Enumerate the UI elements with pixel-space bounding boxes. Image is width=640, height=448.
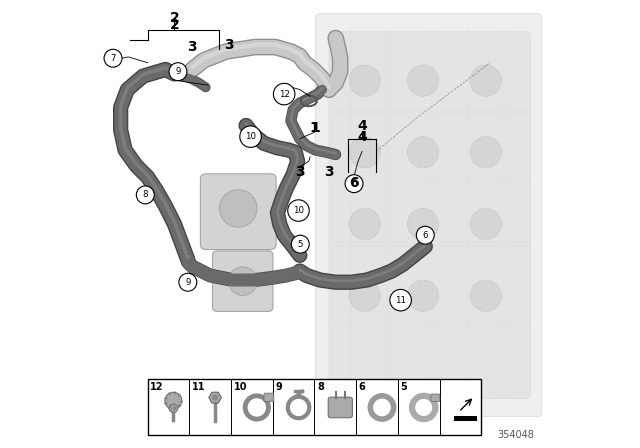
Text: 6: 6 bbox=[359, 382, 365, 392]
Text: 8: 8 bbox=[317, 382, 324, 392]
Text: 5: 5 bbox=[298, 240, 303, 249]
Bar bbox=[454, 417, 477, 421]
FancyBboxPatch shape bbox=[200, 174, 276, 250]
Text: 9: 9 bbox=[175, 67, 180, 76]
Circle shape bbox=[349, 137, 380, 168]
Circle shape bbox=[417, 226, 435, 244]
Text: 3: 3 bbox=[224, 38, 234, 52]
Text: 7: 7 bbox=[110, 54, 116, 63]
Text: 6: 6 bbox=[351, 179, 356, 188]
Circle shape bbox=[273, 83, 295, 105]
Circle shape bbox=[407, 208, 439, 240]
Circle shape bbox=[228, 267, 257, 296]
Circle shape bbox=[407, 65, 439, 96]
FancyBboxPatch shape bbox=[264, 393, 274, 402]
Text: 10: 10 bbox=[293, 206, 304, 215]
Circle shape bbox=[470, 65, 502, 96]
Text: 10: 10 bbox=[245, 132, 256, 141]
Polygon shape bbox=[209, 392, 221, 403]
Circle shape bbox=[470, 137, 502, 168]
Circle shape bbox=[288, 200, 309, 221]
Text: 11: 11 bbox=[192, 382, 205, 392]
Text: 6: 6 bbox=[349, 176, 359, 190]
Circle shape bbox=[240, 126, 261, 147]
Circle shape bbox=[104, 49, 122, 67]
Text: 12: 12 bbox=[150, 382, 164, 392]
Circle shape bbox=[349, 208, 380, 240]
Circle shape bbox=[165, 392, 182, 409]
Text: 5: 5 bbox=[401, 382, 407, 392]
FancyBboxPatch shape bbox=[329, 31, 531, 399]
FancyBboxPatch shape bbox=[328, 397, 353, 418]
Circle shape bbox=[212, 395, 218, 401]
Circle shape bbox=[345, 175, 363, 193]
Text: 6: 6 bbox=[422, 231, 428, 240]
Circle shape bbox=[407, 280, 439, 311]
Circle shape bbox=[220, 190, 257, 227]
Text: 3: 3 bbox=[324, 165, 334, 180]
Circle shape bbox=[470, 280, 502, 311]
Text: 4: 4 bbox=[357, 119, 367, 134]
Text: 2: 2 bbox=[170, 17, 179, 32]
Text: 9: 9 bbox=[275, 382, 282, 392]
Text: 2: 2 bbox=[170, 11, 179, 25]
Text: 11: 11 bbox=[395, 296, 406, 305]
Text: 8: 8 bbox=[143, 190, 148, 199]
Text: 9: 9 bbox=[185, 278, 191, 287]
Circle shape bbox=[349, 280, 380, 311]
Circle shape bbox=[349, 65, 380, 96]
Text: 12: 12 bbox=[278, 90, 290, 99]
Text: 4: 4 bbox=[358, 129, 367, 144]
Circle shape bbox=[407, 137, 439, 168]
FancyBboxPatch shape bbox=[316, 13, 541, 417]
Circle shape bbox=[179, 273, 197, 291]
Circle shape bbox=[390, 289, 412, 311]
Circle shape bbox=[136, 186, 154, 204]
Circle shape bbox=[169, 404, 178, 413]
Text: 10: 10 bbox=[234, 382, 247, 392]
Text: 1: 1 bbox=[310, 121, 321, 135]
Circle shape bbox=[169, 63, 187, 81]
Circle shape bbox=[291, 235, 309, 253]
Bar bbox=[148, 379, 481, 435]
Circle shape bbox=[470, 208, 502, 240]
Text: 3: 3 bbox=[188, 40, 197, 54]
Text: 3: 3 bbox=[295, 165, 305, 180]
FancyBboxPatch shape bbox=[212, 251, 273, 311]
FancyBboxPatch shape bbox=[431, 394, 440, 402]
Text: 354048: 354048 bbox=[497, 430, 534, 440]
Text: 1: 1 bbox=[310, 121, 319, 135]
